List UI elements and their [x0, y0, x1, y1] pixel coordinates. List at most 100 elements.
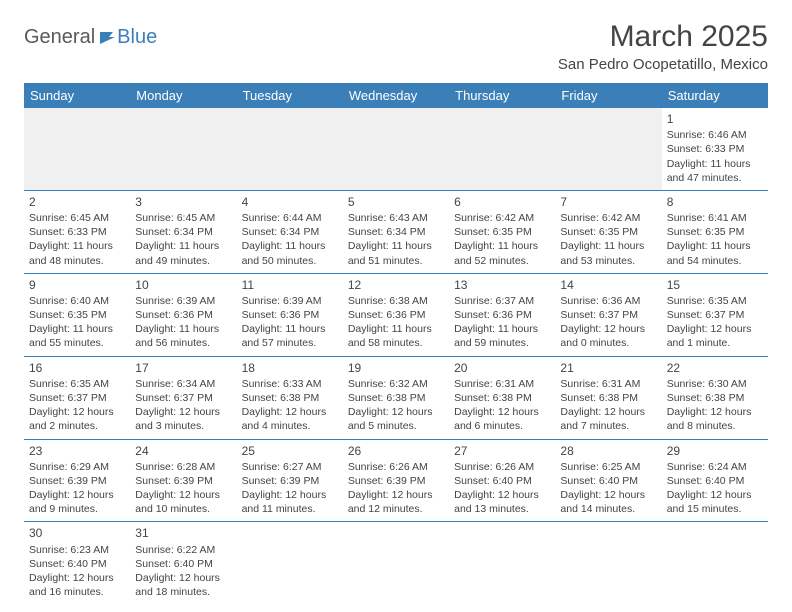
sunset-line: Sunset: 6:38 PM — [242, 391, 338, 405]
day-number: 17 — [135, 360, 231, 376]
daylight-line: Daylight: 12 hours and 11 minutes. — [242, 488, 338, 516]
sunrise-line: Sunrise: 6:29 AM — [29, 460, 125, 474]
sunset-line: Sunset: 6:35 PM — [29, 308, 125, 322]
sunset-line: Sunset: 6:37 PM — [560, 308, 656, 322]
sunrise-line: Sunrise: 6:42 AM — [454, 211, 550, 225]
day-number: 13 — [454, 277, 550, 293]
month-title: March 2025 — [558, 20, 768, 54]
calendar-cell — [449, 522, 555, 604]
sunset-line: Sunset: 6:38 PM — [454, 391, 550, 405]
sunrise-line: Sunrise: 6:26 AM — [454, 460, 550, 474]
daylight-line: Daylight: 12 hours and 4 minutes. — [242, 405, 338, 433]
sunset-line: Sunset: 6:36 PM — [454, 308, 550, 322]
sunrise-line: Sunrise: 6:33 AM — [242, 377, 338, 391]
day-number: 12 — [348, 277, 444, 293]
calendar-cell: 13Sunrise: 6:37 AMSunset: 6:36 PMDayligh… — [449, 273, 555, 356]
sunset-line: Sunset: 6:33 PM — [29, 225, 125, 239]
calendar-cell: 30 Sunrise: 6:23 AMSunset: 6:40 PMDayligh… — [24, 522, 130, 604]
calendar-cell: 4Sunrise: 6:44 AMSunset: 6:34 PMDaylight… — [237, 190, 343, 273]
day-number: 26 — [348, 443, 444, 459]
sunrise-line: Sunrise: 6:38 AM — [348, 294, 444, 308]
daylight-line: Daylight: 12 hours and 16 minutes. — [29, 571, 125, 599]
sunset-line: Sunset: 6:34 PM — [135, 225, 231, 239]
day-number: 3 — [135, 194, 231, 210]
logo: General Blue — [24, 20, 157, 49]
day-number: 16 — [29, 360, 125, 376]
daylight-line: Daylight: 12 hours and 10 minutes. — [135, 488, 231, 516]
calendar-cell: 16Sunrise: 6:35 AMSunset: 6:37 PMDayligh… — [24, 356, 130, 439]
sunset-line: Sunset: 6:37 PM — [667, 308, 763, 322]
calendar-cell — [237, 108, 343, 190]
calendar-cell — [343, 522, 449, 604]
day-number: 15 — [667, 277, 763, 293]
sunrise-line: Sunrise: 6:23 AM — [29, 543, 125, 557]
sunset-line: Sunset: 6:39 PM — [29, 474, 125, 488]
sunrise-line: Sunrise: 6:22 AM — [135, 543, 231, 557]
day-number: 4 — [242, 194, 338, 210]
sunrise-line: Sunrise: 6:24 AM — [667, 460, 763, 474]
sunrise-line: Sunrise: 6:25 AM — [560, 460, 656, 474]
calendar-cell: 18Sunrise: 6:33 AMSunset: 6:38 PMDayligh… — [237, 356, 343, 439]
sunrise-line: Sunrise: 6:32 AM — [348, 377, 444, 391]
sunset-line: Sunset: 6:40 PM — [560, 474, 656, 488]
daylight-line: Daylight: 11 hours and 52 minutes. — [454, 239, 550, 267]
sunrise-line: Sunrise: 6:43 AM — [348, 211, 444, 225]
calendar-cell — [237, 522, 343, 604]
sunrise-line: Sunrise: 6:37 AM — [454, 294, 550, 308]
daylight-line: Daylight: 12 hours and 6 minutes. — [454, 405, 550, 433]
calendar-row: 2Sunrise: 6:45 AMSunset: 6:33 PMDaylight… — [24, 190, 768, 273]
sunset-line: Sunset: 6:39 PM — [135, 474, 231, 488]
sunrise-line: Sunrise: 6:45 AM — [135, 211, 231, 225]
day-number: 24 — [135, 443, 231, 459]
sunrise-line: Sunrise: 6:40 AM — [29, 294, 125, 308]
sunset-line: Sunset: 6:40 PM — [29, 557, 125, 571]
daylight-line: Daylight: 11 hours and 57 minutes. — [242, 322, 338, 350]
sunrise-line: Sunrise: 6:46 AM — [667, 128, 763, 142]
day-number: 21 — [560, 360, 656, 376]
daylight-line: Daylight: 12 hours and 5 minutes. — [348, 405, 444, 433]
weekday-header: Saturday — [662, 83, 768, 108]
day-number: 22 — [667, 360, 763, 376]
day-number: 19 — [348, 360, 444, 376]
calendar-cell: 12Sunrise: 6:38 AMSunset: 6:36 PMDayligh… — [343, 273, 449, 356]
daylight-line: Daylight: 12 hours and 1 minute. — [667, 322, 763, 350]
sunrise-line: Sunrise: 6:39 AM — [135, 294, 231, 308]
calendar-cell: 3Sunrise: 6:45 AMSunset: 6:34 PMDaylight… — [130, 190, 236, 273]
calendar-cell: 7Sunrise: 6:42 AMSunset: 6:35 PMDaylight… — [555, 190, 661, 273]
daylight-line: Daylight: 11 hours and 48 minutes. — [29, 239, 125, 267]
calendar-cell — [555, 522, 661, 604]
day-number: 1 — [667, 111, 763, 127]
day-number: 2 — [29, 194, 125, 210]
day-number: 18 — [242, 360, 338, 376]
calendar-cell: 8Sunrise: 6:41 AMSunset: 6:35 PMDaylight… — [662, 190, 768, 273]
calendar-table: SundayMondayTuesdayWednesdayThursdayFrid… — [24, 83, 768, 604]
weekday-header: Tuesday — [237, 83, 343, 108]
weekday-header: Friday — [555, 83, 661, 108]
daylight-line: Daylight: 11 hours and 47 minutes. — [667, 157, 763, 185]
sunrise-line: Sunrise: 6:26 AM — [348, 460, 444, 474]
calendar-cell: 28Sunrise: 6:25 AMSunset: 6:40 PMDayligh… — [555, 439, 661, 522]
day-number: 27 — [454, 443, 550, 459]
calendar-cell — [662, 522, 768, 604]
daylight-line: Daylight: 11 hours and 55 minutes. — [29, 322, 125, 350]
sunset-line: Sunset: 6:40 PM — [454, 474, 550, 488]
flag-icon — [99, 30, 117, 46]
sunset-line: Sunset: 6:37 PM — [29, 391, 125, 405]
sunset-line: Sunset: 6:36 PM — [135, 308, 231, 322]
weekday-header: Monday — [130, 83, 236, 108]
calendar-cell: 19Sunrise: 6:32 AMSunset: 6:38 PMDayligh… — [343, 356, 449, 439]
sunset-line: Sunset: 6:38 PM — [667, 391, 763, 405]
calendar-cell: 21Sunrise: 6:31 AMSunset: 6:38 PMDayligh… — [555, 356, 661, 439]
daylight-line: Daylight: 12 hours and 8 minutes. — [667, 405, 763, 433]
sunrise-line: Sunrise: 6:31 AM — [560, 377, 656, 391]
daylight-line: Daylight: 11 hours and 53 minutes. — [560, 239, 656, 267]
sunset-line: Sunset: 6:36 PM — [242, 308, 338, 322]
sunset-line: Sunset: 6:39 PM — [348, 474, 444, 488]
daylight-line: Daylight: 12 hours and 9 minutes. — [29, 488, 125, 516]
sunset-line: Sunset: 6:33 PM — [667, 142, 763, 156]
calendar-row: 1Sunrise: 6:46 AMSunset: 6:33 PMDaylight… — [24, 108, 768, 190]
day-number: 30 — [29, 525, 125, 541]
sunrise-line: Sunrise: 6:44 AM — [242, 211, 338, 225]
sunset-line: Sunset: 6:37 PM — [135, 391, 231, 405]
daylight-line: Daylight: 11 hours and 50 minutes. — [242, 239, 338, 267]
